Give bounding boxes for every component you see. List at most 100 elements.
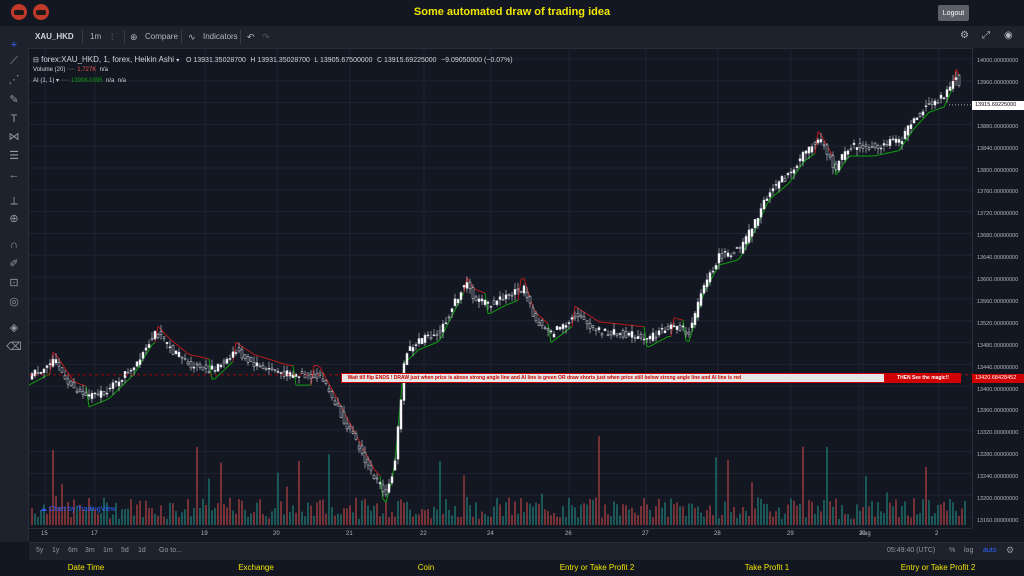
layers-icon[interactable]: ◈ — [9, 322, 19, 334]
prediction-tool-icon[interactable]: ☰ — [9, 150, 19, 162]
undo-icon[interactable]: ↶ — [247, 32, 255, 42]
ai-line-segment — [448, 315, 453, 323]
arrow-left-icon[interactable]: ← — [8, 169, 20, 181]
drawing-mode-icon[interactable]: ✐ — [9, 258, 19, 270]
candle-body — [288, 372, 292, 377]
chart-type-icon[interactable]: ⫶ — [111, 32, 114, 42]
candle-body — [804, 150, 808, 154]
ai-line-segment — [685, 340, 690, 342]
indicators-icon[interactable]: ∿ — [188, 32, 196, 42]
compare-button[interactable]: Compare — [145, 32, 178, 41]
trash-icon[interactable]: ⌫ — [6, 341, 22, 353]
ai-line-segment — [31, 381, 36, 384]
candle-body — [852, 142, 856, 145]
lock-icon[interactable]: ⊡ — [9, 277, 19, 289]
range-6m[interactable]: 6m — [68, 547, 78, 554]
candle-body — [738, 247, 742, 249]
ai-line-segment — [265, 357, 270, 360]
price-tick-label: 13240.00000000 — [977, 474, 1019, 481]
volume-bar — [82, 509, 84, 525]
compare-icon[interactable]: ⊕ — [130, 32, 138, 42]
logout-button[interactable]: Logout — [938, 5, 969, 21]
fib-tool-icon[interactable]: ⋰ — [8, 74, 20, 86]
tradingview-watermark[interactable]: ☁ Chart by TradingView — [40, 505, 116, 513]
candle-body — [945, 89, 949, 98]
candle-body — [699, 293, 703, 306]
goto-button[interactable]: Go to... — [159, 547, 182, 554]
auto-toggle[interactable]: auto — [983, 547, 997, 554]
candle-body — [828, 154, 832, 158]
ai-line-segment — [175, 343, 180, 347]
range-5y[interactable]: 5y — [36, 547, 44, 554]
ruler-icon[interactable]: ⟂ — [10, 195, 18, 207]
visibility-eye-icon[interactable]: ◎ — [9, 296, 19, 308]
dropdown-icon[interactable]: ▾ — [56, 78, 60, 84]
log-toggle[interactable]: log — [964, 547, 974, 554]
candle-body — [492, 300, 496, 305]
range-5d[interactable]: 5d — [121, 547, 129, 554]
ai-line-segment — [250, 352, 255, 355]
volume-bar — [748, 515, 750, 525]
clock-time[interactable]: 05:49:40 (UTC) — [887, 547, 936, 554]
pattern-tool-icon[interactable]: ⋈ — [8, 131, 20, 143]
volume-bar — [190, 516, 192, 525]
time-axis[interactable]: 15 17 19 20 21 22 24 26 27 28 29 30 Aug 2 — [29, 528, 972, 543]
ai-line-segment — [112, 391, 117, 396]
redo-icon[interactable]: ↷ — [262, 32, 270, 42]
interval-button[interactable]: 1m — [90, 32, 102, 41]
snapshot-camera-icon[interactable]: ◉ — [1004, 30, 1013, 41]
collapse-icon[interactable]: ⊟ — [33, 57, 39, 64]
volume-bar — [565, 517, 567, 525]
volume-bar — [424, 510, 426, 525]
crosshair-icon[interactable]: + — [10, 39, 18, 51]
candle-body — [351, 430, 355, 434]
candle-body — [555, 326, 559, 331]
price-axis[interactable]: 14000.0000000013960.0000000013920.000000… — [972, 48, 1024, 528]
ai-label[interactable]: AI (1, 1) — [33, 78, 55, 84]
dropdown-icon[interactable]: ▾ — [176, 58, 180, 64]
candle-body — [216, 363, 220, 372]
symbol-search[interactable]: XAU_HKD — [35, 32, 74, 41]
candle-body — [537, 321, 541, 326]
volume-bar — [883, 513, 885, 525]
settings-gear-icon[interactable]: ⚙ — [960, 30, 969, 41]
candle-body — [618, 333, 622, 335]
volume-bar — [787, 504, 789, 525]
volume-bar — [433, 506, 435, 525]
volume-bar — [364, 498, 366, 525]
candle-body — [918, 113, 922, 117]
range-1d[interactable]: 1d — [138, 547, 146, 554]
percent-toggle[interactable]: % — [949, 547, 956, 554]
indicator-controls-icon[interactable]: ▫▫▫▫ — [60, 78, 70, 84]
indicators-button[interactable]: Indicators — [203, 32, 238, 41]
volume-bar — [949, 499, 951, 525]
volume-bar — [391, 511, 393, 525]
zoom-in-icon[interactable]: ⊕ — [9, 213, 19, 225]
candle-body — [432, 334, 436, 337]
indicator-controls-icon[interactable]: ▫▫▫▫ — [67, 67, 76, 73]
magnet-icon[interactable]: ∩ — [10, 239, 18, 251]
candle-body — [69, 380, 73, 386]
price-chart[interactable] — [29, 48, 972, 528]
range-1y[interactable]: 1y — [52, 547, 60, 554]
volume-bar — [538, 503, 540, 525]
ai-line-segment — [178, 345, 183, 350]
ai-line-segment — [373, 468, 378, 473]
fullscreen-icon[interactable]: ⤢ — [982, 30, 990, 41]
volume-label[interactable]: Volume (20) — [33, 67, 66, 73]
range-1m[interactable]: 1m — [103, 547, 113, 554]
trend-line-icon[interactable]: ⟋ — [10, 55, 18, 67]
volume-bar — [343, 508, 345, 525]
range-3m[interactable]: 3m — [85, 547, 95, 554]
volume-bar — [52, 450, 54, 525]
candle-body — [57, 362, 61, 367]
ai-line-segment — [811, 153, 816, 157]
ai-line-segment — [508, 302, 513, 305]
brush-icon[interactable]: ✎ — [9, 94, 19, 106]
ai-line-segment — [844, 157, 849, 163]
text-tool-icon[interactable]: T — [10, 113, 18, 125]
volume-bar — [808, 499, 810, 525]
candle-body — [30, 373, 34, 380]
axis-settings-gear-icon[interactable]: ⚙ — [1006, 545, 1015, 555]
series-title[interactable]: forex:XAU_HKD, 1, forex, Heikin Ashi — [41, 55, 175, 64]
